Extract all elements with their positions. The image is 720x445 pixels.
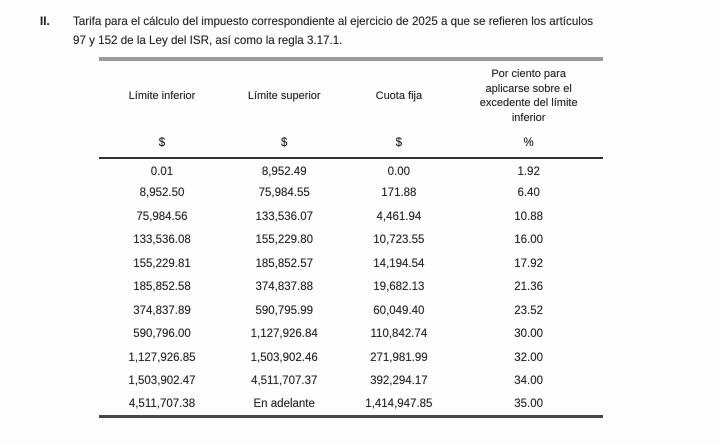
- table-cell: 590,796.00: [133, 328, 191, 341]
- table-cell: 374,837.89: [133, 304, 191, 317]
- table-cell: 4,511,707.37: [251, 375, 318, 388]
- table-cell: 16.00: [514, 234, 544, 247]
- table-row: 1,127,926.85 1,503,902.46 271,981.99 32.00: [99, 346, 603, 370]
- table-cell: 75,984.55: [258, 187, 310, 200]
- table-cell: 185,852.58: [133, 281, 191, 294]
- table-cell: 19,682.13: [373, 281, 425, 294]
- table-cell: 133,536.07: [255, 210, 313, 223]
- table-cell: 271,981.99: [370, 351, 428, 364]
- table-cell: 590,795.99: [255, 304, 313, 317]
- table-cell: 35.00: [514, 398, 544, 410]
- column-header-limite-superior: Límite superior: [247, 89, 321, 102]
- table-cell: 32.00: [514, 351, 544, 364]
- column-header-cuota-fija: Cuota fija: [375, 89, 423, 102]
- section-heading: II. Tarifa para el cálculo del impuesto …: [40, 12, 680, 50]
- table-cell: 21.36: [514, 281, 544, 294]
- table-cell: 6.40: [517, 187, 540, 200]
- table-cell: 1,503,902.46: [250, 351, 318, 364]
- table-row: 8,952.50 75,984.55 171.88 6.40: [99, 182, 603, 206]
- table-cell: 1.92: [517, 166, 540, 179]
- table-row: 185,852.58 374,837.88 19,682.13 21.36: [99, 276, 603, 300]
- table-row: 133,536.08 155,229.80 10,723.55 16.00: [99, 229, 603, 253]
- table-cell: 8,952.50: [139, 187, 185, 200]
- table-cell: 23.52: [514, 304, 544, 317]
- table-cell: 17.92: [514, 257, 544, 270]
- table-row: 374,837.89 590,795.99 60,049.40 23.52: [99, 299, 603, 323]
- table-cell: 30.00: [514, 328, 544, 341]
- table-cell: En adelante: [253, 398, 315, 410]
- units-row: $ $ $ %: [99, 125, 603, 158]
- tax-tariff-table: Límite inferior Límite superior Cuota fi…: [99, 57, 603, 418]
- tariff-table: Límite inferior Límite superior Cuota fi…: [99, 61, 603, 418]
- table-cell: 75,984.56: [136, 210, 188, 223]
- table-cell: 171.88: [381, 187, 417, 200]
- column-header-limite-inferior: Límite inferior: [128, 89, 196, 102]
- table-cell: 8,952.49: [261, 166, 307, 179]
- table-cell: 1,414,947.85: [365, 398, 433, 410]
- table-row: 590,796.00 1,127,926.84 110,842.74 30.00: [99, 323, 603, 347]
- section-paragraph: Tarifa para el cálculo del impuesto corr…: [73, 15, 594, 47]
- table-cell: 185,852.57: [255, 257, 313, 270]
- table-cell: 4,511,707.38: [128, 398, 196, 410]
- column-header-por-ciento: Por ciento para aplicarse sobre el exced…: [479, 68, 578, 124]
- table-cell: 10.88: [514, 210, 544, 223]
- table-cell: 4,461.94: [376, 210, 422, 223]
- table-cell: 60,049.40: [373, 304, 425, 317]
- table-row: 1,503,902.47 4,511,707.37 392,294.17 34.00: [99, 370, 603, 394]
- table-cell: 110,842.74: [370, 328, 428, 341]
- table-cell: 155,229.81: [133, 257, 191, 270]
- table-head: Límite inferior Límite superior Cuota fi…: [99, 61, 603, 158]
- unit-label: $: [281, 137, 288, 149]
- table-cell: 1,503,902.47: [128, 375, 196, 388]
- table-cell: 374,837.88: [255, 281, 313, 294]
- table-cell: 392,294.17: [370, 375, 428, 388]
- unit-label: $: [395, 137, 403, 149]
- table-cell: 0.00: [387, 166, 411, 179]
- table-cell: 155,229.80: [255, 234, 313, 247]
- unit-label: $: [158, 137, 166, 149]
- table-top-rule: [99, 57, 603, 61]
- table-cell: 133,536.08: [133, 234, 191, 247]
- table-cell: 10,723.55: [373, 234, 425, 247]
- table-row: 155,229.81 185,852.57 14,194.54 17.92: [99, 252, 603, 276]
- table-cell: 1,127,926.84: [250, 328, 318, 341]
- table-row: 0.01 8,952.49 0.00 1.92: [99, 158, 603, 182]
- unit-label: %: [523, 137, 534, 149]
- table-body: 0.01 8,952.49 0.00 1.92 8,952.50 75,984.55 171…: [99, 158, 603, 417]
- table-cell: 1,127,926.85: [128, 351, 196, 364]
- section-number: II.: [40, 15, 50, 28]
- table-row: 4,511,707.38 En adelante 1,414,947.85 35.00: [99, 393, 603, 417]
- table-row: 75,984.56 133,536.07 4,461.94 10.88: [99, 205, 603, 229]
- header-row: Límite inferior Límite superior Cuota fi…: [99, 61, 603, 125]
- table-cell: 34.00: [514, 375, 544, 388]
- table-cell: 0.01: [150, 166, 174, 179]
- table-cell: 14,194.54: [373, 257, 425, 270]
